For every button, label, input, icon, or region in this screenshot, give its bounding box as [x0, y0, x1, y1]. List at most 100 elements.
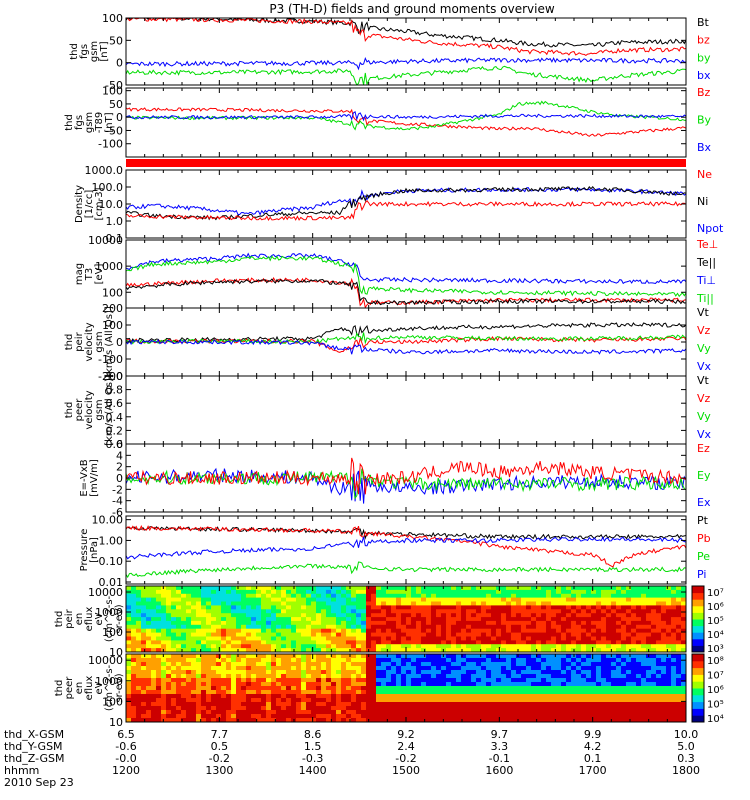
legend-item: Vx — [697, 428, 712, 441]
y-tick-label: 0.10 — [99, 555, 124, 568]
panel-frame — [125, 239, 687, 309]
y-tick-label: 1.0 — [106, 370, 124, 383]
legend-item: By — [697, 114, 712, 127]
separator-bar — [126, 159, 686, 167]
legend-item: Ti|| — [696, 292, 714, 305]
x-axis-value: 1500 — [392, 764, 420, 777]
legend-item: Vy — [697, 342, 711, 355]
y-axis-label: thdpeervelocitygsm[km/s (All Qs)] — [64, 374, 115, 446]
panel-frame — [125, 515, 687, 585]
legend-item: Npot — [697, 222, 724, 235]
y-tick-label: 0.1 — [106, 232, 124, 245]
y-tick-label: 0 — [116, 336, 123, 349]
series-Vt — [126, 322, 686, 344]
colorbar-tick-label: 10³ — [707, 644, 724, 655]
y-tick-label: 1.0 — [106, 215, 124, 228]
x-axis-value: 1200 — [112, 764, 140, 777]
legend-item: Pi — [697, 568, 706, 581]
y-tick-label: 100 — [102, 319, 123, 332]
colorbar: 10⁸ 10⁷ 10⁶ 10⁵ 10⁴ — [691, 653, 724, 725]
colorbar-tick-label: 10⁶ — [707, 685, 724, 696]
y-tick-label: 1.00 — [99, 534, 124, 547]
legend-item: Pt — [697, 514, 709, 527]
y-axis-label: Density[1/cc][cm-3] — [74, 185, 105, 223]
series-Pe — [126, 561, 686, 579]
y-tick-label: -200 — [98, 370, 123, 383]
series-Pi — [126, 536, 686, 560]
x-axis-value: 1300 — [205, 764, 233, 777]
colorbar-tick-label: 10⁴ — [707, 630, 724, 641]
legend-item: Ez — [697, 442, 710, 455]
y-tick-label: 100.0 — [92, 181, 124, 194]
x-axis-value: -0.0 — [115, 752, 136, 765]
y-tick-label: 200 — [102, 302, 123, 315]
y-tick-label: 10000 — [88, 234, 123, 247]
legend-item: Vx — [697, 360, 712, 373]
y-tick-label: 0 — [116, 111, 123, 124]
y-tick-label: 100 — [102, 85, 123, 98]
y-tick-label: 0.0 — [106, 438, 124, 451]
y-axis-label: thdpeirenefluxeV(cm^2-s-sr-eV) — [54, 595, 125, 642]
x-axis-value: 2.4 — [397, 740, 415, 753]
x-axis-value: 1400 — [299, 764, 327, 777]
y-tick-label: 2 — [116, 461, 123, 474]
x-axis-value: 1800 — [672, 764, 700, 777]
y-tick-label: 1000 — [95, 675, 123, 688]
panel-density: 1000.0 100.0 10.0 1.0 0.1Density[1/cc][cm-3]… — [74, 164, 724, 245]
legend-item: Ex — [697, 496, 711, 509]
y-tick-label: 0.4 — [106, 411, 124, 424]
panel-peir-eflux: 10⁷ 10⁶ 10⁵ 10⁴ 10³ 10000 1000 100 10 thdpeirenef… — [54, 585, 724, 659]
x-axis-value: 7.7 — [211, 728, 229, 741]
colorbar: 10⁷ 10⁶ 10⁵ 10⁴ 10³ — [691, 585, 724, 655]
y-tick-label: 50 — [109, 34, 123, 47]
x-axis-value: 10.0 — [674, 728, 699, 741]
y-tick-label: 0.2 — [106, 424, 124, 437]
y-tick-label: -2 — [112, 483, 123, 496]
y-tick-label: 10.00 — [92, 514, 124, 527]
x-axis-value: 9.9 — [584, 728, 602, 741]
legend-item: Vy — [697, 410, 711, 423]
legend-item: Ti⊥ — [696, 274, 716, 287]
y-tick-label: 0.6 — [106, 397, 124, 410]
x-axis-value: 1600 — [485, 764, 513, 777]
colorbar-tick-label: 10⁵ — [707, 700, 724, 711]
colorbar-tick-label: 10⁶ — [707, 602, 724, 613]
x-axis-value: 1700 — [579, 764, 607, 777]
y-tick-label: 100 — [102, 695, 123, 708]
y-tick-label: 1000.0 — [85, 164, 124, 177]
y-axis-label: Pressure[nPa] — [79, 529, 100, 572]
legend-item: Te⊥ — [696, 238, 718, 251]
y-tick-label: -100 — [98, 138, 123, 151]
x-axis-value: -0.2 — [395, 752, 416, 765]
y-tick-label: 10000 — [88, 654, 123, 667]
y-tick-label: -50 — [105, 79, 123, 92]
y-tick-label: 10 — [109, 646, 123, 659]
y-axis-label: thdpeerenefluxeV(cm^2-s-sr-eV) — [54, 664, 125, 711]
panel-fgs-gsm: 100 50 0 -50 thdfgsgsm[nT] Bt bz by bx — [69, 12, 711, 92]
y-tick-label: 100 — [102, 12, 123, 25]
panel-frame — [125, 169, 687, 239]
colorbar-tick-label: 10⁴ — [707, 714, 724, 725]
x-axis-value: 0.3 — [677, 752, 695, 765]
legend-item: bz — [697, 34, 710, 47]
x-axis-value: 1.5 — [304, 740, 322, 753]
series-Npot — [126, 187, 686, 216]
panel-peer-velocity: 1.00.80.60.40.20.0thdpeervelocitygsm[km/… — [64, 370, 712, 451]
x-axis-value: 9.7 — [491, 728, 509, 741]
x-axis-value: -0.6 — [115, 740, 136, 753]
legend-item: Pe — [697, 550, 710, 563]
legend-item: by — [697, 51, 711, 64]
y-tick-label: 10000 — [88, 586, 123, 599]
series-Pb — [126, 524, 686, 568]
panel-pressure: 10.00 1.00 0.10 0.01 Pressure[nPa] Pt Pb Pe Pi — [79, 514, 711, 589]
series-Ez — [126, 457, 686, 495]
series-Pt — [126, 526, 686, 540]
colorbar-tick-label: 10⁷ — [707, 671, 724, 682]
x-axis-value: 0.1 — [584, 752, 602, 765]
y-tick-label: 10 — [109, 716, 123, 729]
x-axis-row-label: hhmm — [4, 764, 39, 777]
x-axis-value: 3.3 — [491, 740, 509, 753]
